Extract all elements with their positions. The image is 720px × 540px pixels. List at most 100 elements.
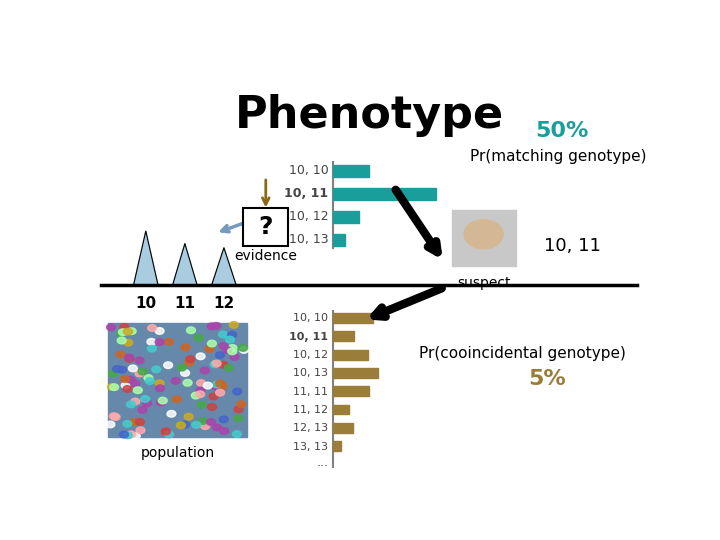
Circle shape [229, 322, 238, 328]
Circle shape [123, 421, 132, 427]
Circle shape [184, 414, 193, 420]
Circle shape [116, 351, 125, 357]
Circle shape [234, 415, 243, 421]
Circle shape [204, 346, 214, 353]
Circle shape [192, 422, 201, 428]
Bar [333, 349, 367, 360]
FancyBboxPatch shape [243, 208, 288, 246]
Circle shape [464, 220, 503, 249]
Circle shape [197, 401, 206, 408]
Circle shape [240, 347, 248, 353]
Circle shape [126, 376, 135, 383]
Circle shape [120, 376, 130, 382]
Circle shape [135, 370, 144, 377]
Circle shape [200, 367, 210, 374]
Circle shape [107, 324, 115, 330]
Circle shape [181, 344, 190, 350]
Text: population: population [140, 446, 215, 460]
Text: 10, 13: 10, 13 [289, 233, 328, 246]
Circle shape [197, 380, 206, 387]
Circle shape [207, 418, 215, 426]
Circle shape [127, 401, 135, 408]
Circle shape [228, 348, 237, 355]
Circle shape [120, 431, 128, 438]
Circle shape [112, 366, 122, 372]
Circle shape [220, 428, 228, 434]
Circle shape [125, 355, 134, 362]
Circle shape [145, 378, 154, 384]
Circle shape [230, 354, 239, 360]
Circle shape [111, 414, 120, 420]
Circle shape [181, 421, 189, 428]
Circle shape [163, 362, 173, 368]
Circle shape [117, 337, 126, 344]
Circle shape [155, 339, 164, 346]
Circle shape [181, 370, 189, 376]
Text: 11, 12: 11, 12 [293, 405, 328, 415]
Circle shape [196, 387, 205, 394]
Circle shape [225, 364, 233, 372]
Circle shape [109, 370, 117, 377]
Text: 10, 10: 10, 10 [293, 313, 328, 323]
Circle shape [215, 380, 225, 387]
Circle shape [138, 407, 147, 413]
Text: 11, 11: 11, 11 [293, 387, 328, 396]
Circle shape [207, 323, 216, 329]
Circle shape [185, 359, 194, 366]
Text: 10, 12: 10, 12 [289, 210, 328, 223]
Circle shape [138, 368, 147, 375]
Circle shape [172, 396, 181, 402]
Circle shape [186, 327, 195, 334]
Circle shape [199, 417, 207, 424]
Circle shape [143, 400, 152, 407]
Bar [333, 423, 353, 433]
Text: 5%: 5% [528, 369, 567, 389]
Circle shape [196, 391, 204, 397]
Text: ?: ? [258, 215, 273, 239]
Circle shape [120, 323, 129, 330]
Circle shape [106, 421, 114, 428]
Circle shape [207, 403, 217, 410]
Bar [333, 211, 359, 223]
Bar [333, 188, 436, 200]
Bar [333, 165, 369, 177]
Circle shape [161, 429, 171, 435]
Circle shape [156, 399, 166, 406]
Circle shape [161, 428, 171, 435]
Circle shape [212, 381, 221, 388]
Bar [333, 234, 345, 246]
Circle shape [215, 352, 225, 359]
Circle shape [220, 416, 228, 423]
Bar [333, 332, 354, 341]
Circle shape [212, 424, 222, 431]
Polygon shape [212, 248, 236, 285]
Circle shape [203, 382, 212, 389]
Circle shape [177, 364, 186, 371]
Bar [108, 322, 248, 437]
Text: 10, 11: 10, 11 [289, 332, 328, 342]
Circle shape [148, 346, 156, 352]
Text: Phenotype: Phenotype [235, 94, 503, 137]
Bar [333, 441, 341, 451]
Circle shape [130, 418, 139, 426]
Circle shape [108, 384, 117, 390]
Text: 10, 11: 10, 11 [284, 187, 328, 200]
Circle shape [194, 334, 203, 341]
Circle shape [238, 345, 248, 351]
Text: 10, 13: 10, 13 [293, 368, 328, 379]
Circle shape [212, 322, 221, 329]
Circle shape [127, 431, 135, 438]
Circle shape [192, 392, 200, 399]
Text: 12, 13: 12, 13 [293, 423, 328, 433]
Circle shape [140, 396, 150, 402]
Circle shape [155, 380, 164, 387]
Circle shape [127, 328, 136, 334]
Text: Pr(matching genotype): Pr(matching genotype) [470, 149, 647, 164]
Circle shape [133, 387, 143, 394]
Text: Pr(cooincidental genotype): Pr(cooincidental genotype) [419, 346, 626, 361]
Circle shape [130, 380, 140, 387]
Bar [333, 313, 373, 323]
Circle shape [233, 431, 241, 437]
Circle shape [135, 418, 144, 425]
Circle shape [152, 366, 161, 373]
